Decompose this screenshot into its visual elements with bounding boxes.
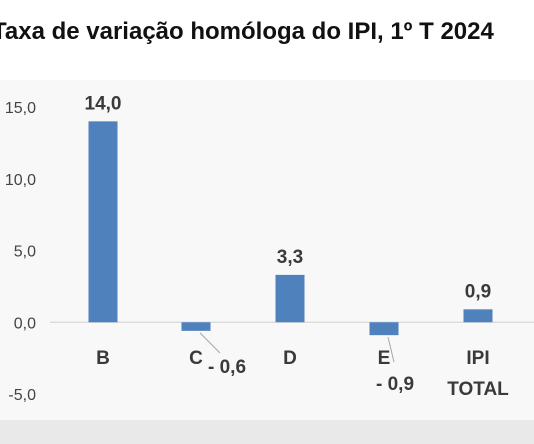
y-tick-label: 15,0 — [5, 100, 36, 117]
y-tick-label: -5,0 — [8, 387, 36, 404]
category-label: E — [378, 348, 391, 369]
category-label: D — [283, 348, 297, 369]
bar — [181, 322, 211, 331]
bar — [88, 121, 118, 323]
chart-title: Taxa de variação homóloga do IPI, 1º T 2… — [0, 18, 494, 45]
data-label: - 0,6 — [208, 357, 246, 378]
y-tick-label: 0,0 — [14, 315, 36, 332]
y-tick-label: 5,0 — [14, 244, 36, 261]
data-label-leader-line — [199, 332, 221, 354]
bar — [275, 274, 305, 323]
y-tick-label: 10,0 — [5, 172, 36, 189]
category-label: C — [189, 348, 203, 369]
data-label: 14,0 — [85, 93, 122, 114]
data-label-leader-line — [387, 337, 395, 363]
data-label: - 0,9 — [376, 374, 414, 395]
bottom-strip — [0, 420, 534, 444]
bar — [463, 309, 493, 323]
title-bar: Taxa de variação homóloga do IPI, 1º T 2… — [0, 0, 534, 80]
data-label: 0,9 — [465, 281, 491, 302]
category-label: B — [96, 348, 110, 369]
bar — [369, 322, 399, 336]
data-label: 3,3 — [277, 247, 303, 268]
category-label-line2: TOTAL — [447, 379, 509, 400]
category-label: IPI — [466, 348, 489, 369]
